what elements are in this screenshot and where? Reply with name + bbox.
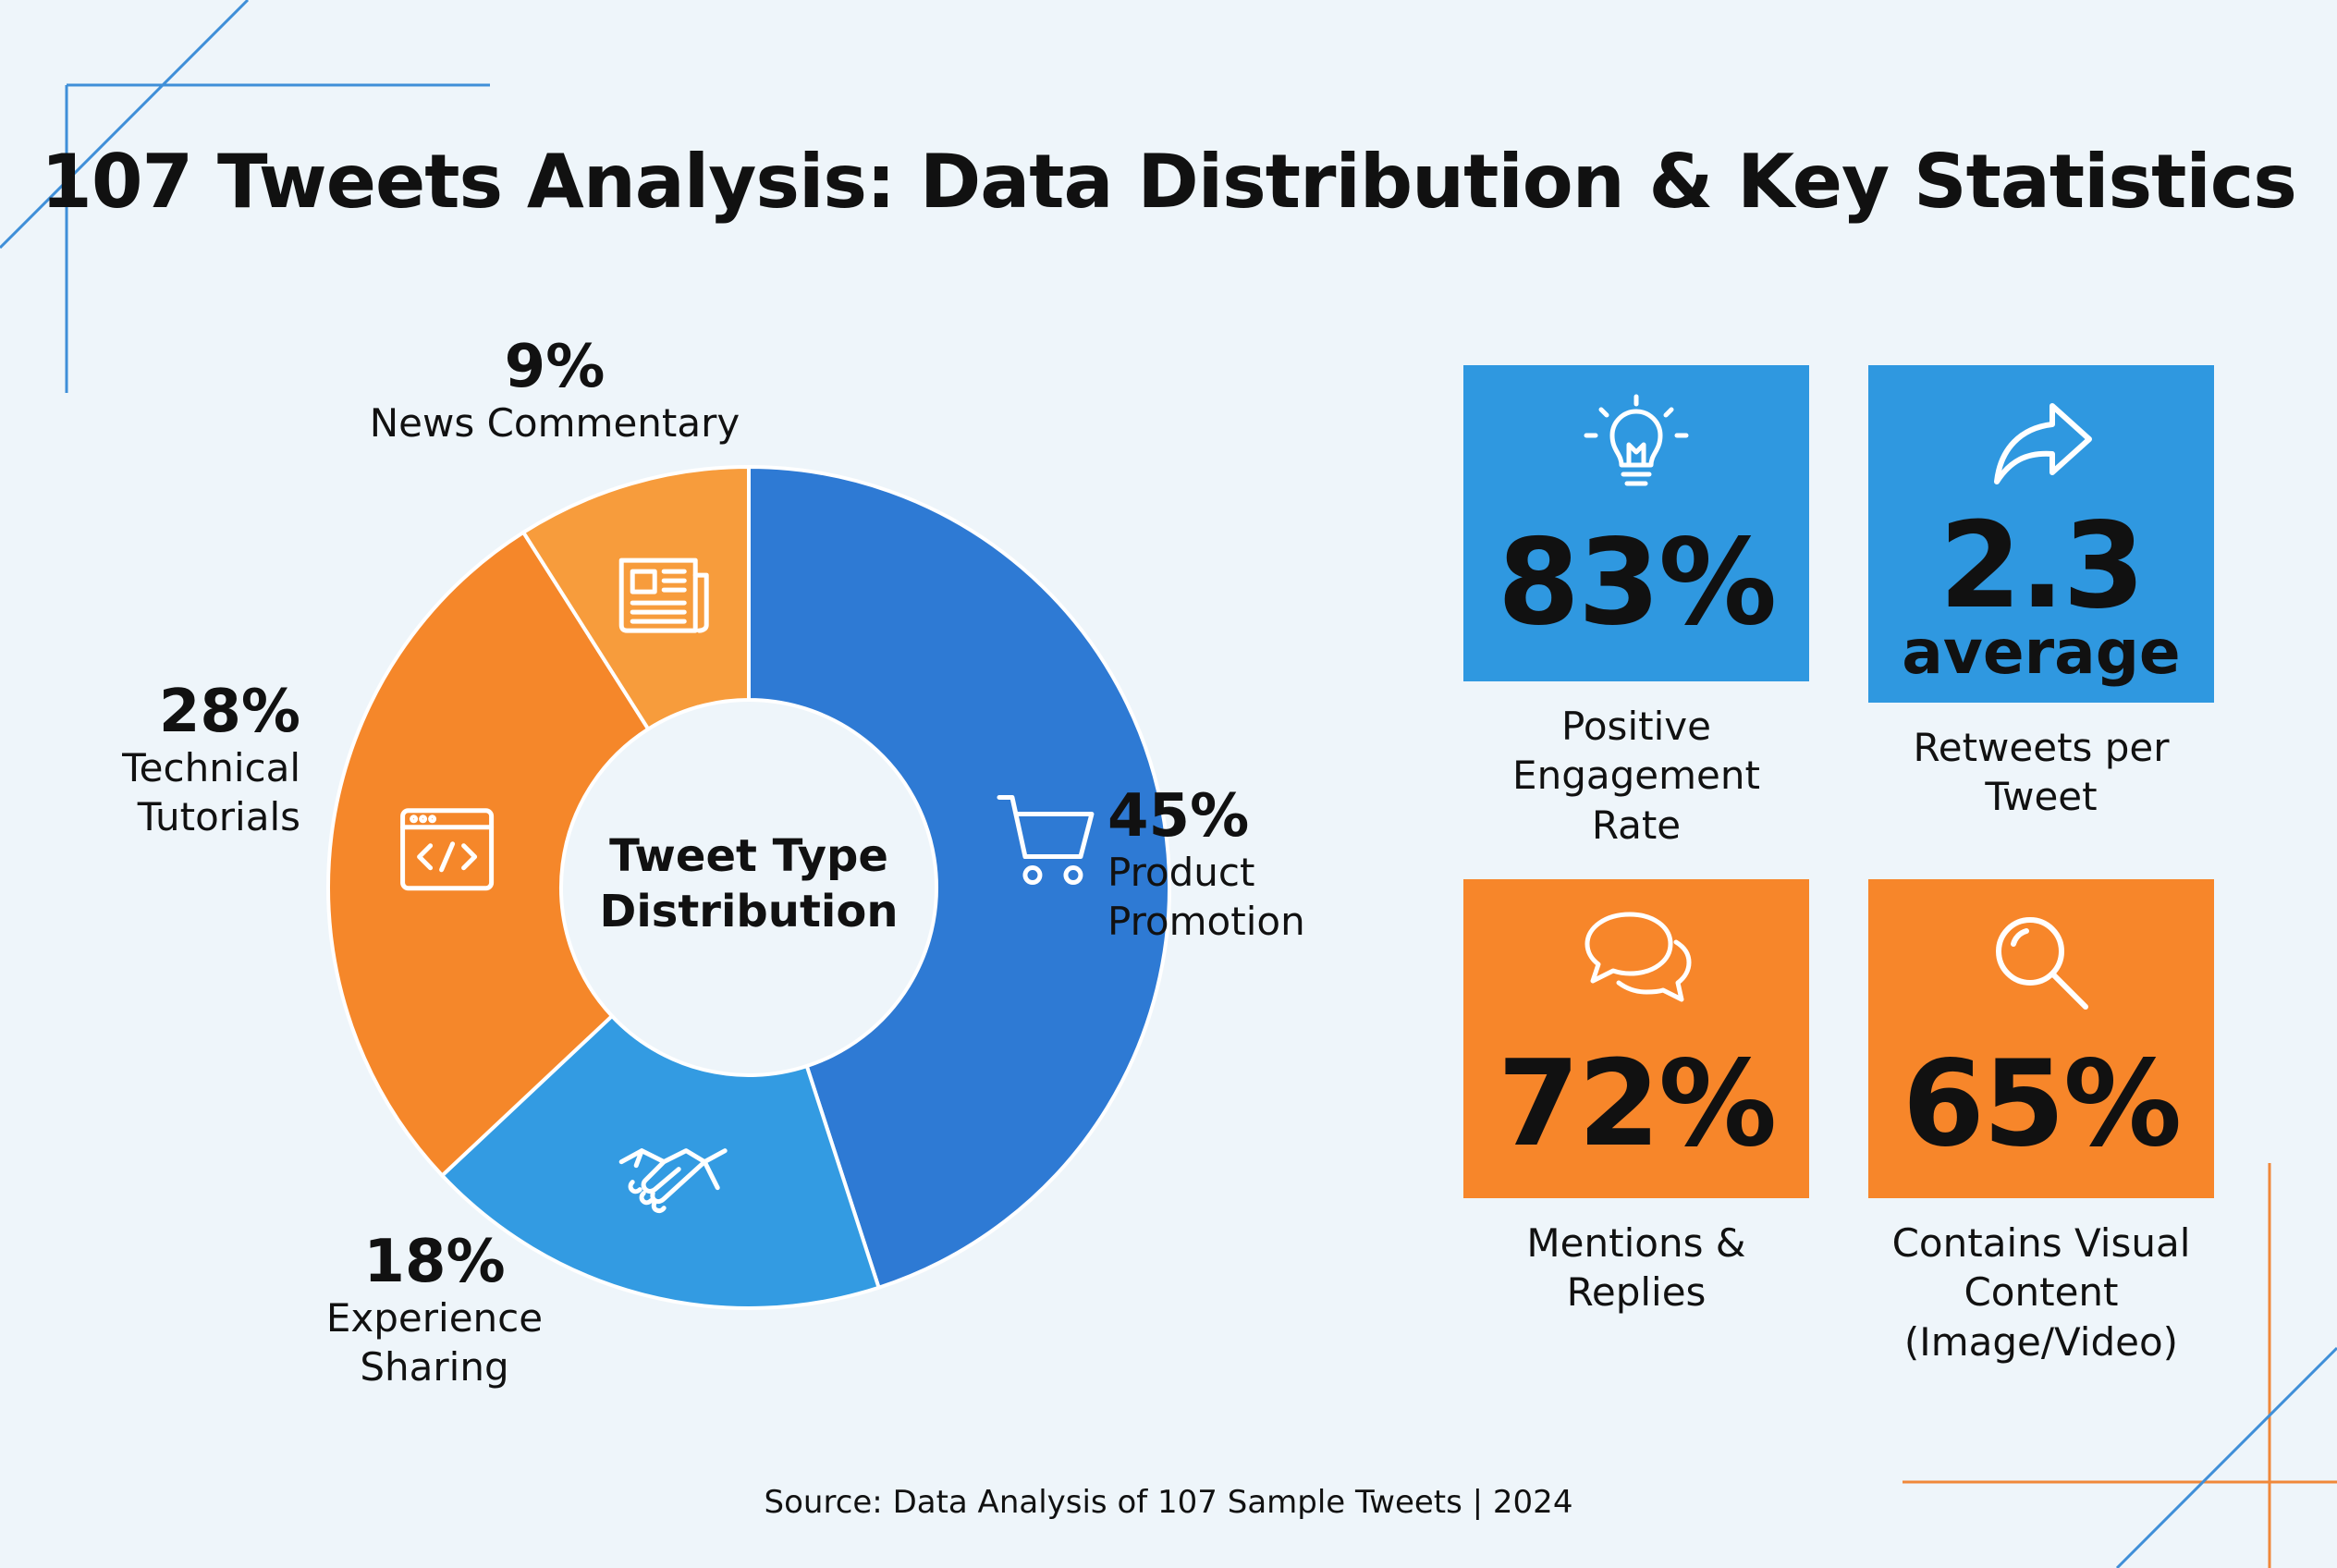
stat-value: 72% — [1497, 1035, 1777, 1173]
magnifier-icon — [1996, 917, 2088, 1010]
slice-category-line: News Commentary — [369, 400, 740, 447]
stat-value: 83% — [1497, 514, 1777, 652]
chat-bubbles-icon — [1585, 912, 1692, 1002]
stat-label: Retweets per Tweet — [1856, 723, 2226, 822]
stat-label-line: Content — [1964, 1269, 2119, 1316]
slice-pct: 9% — [504, 333, 606, 401]
stat-label-line: Positive — [1561, 704, 1711, 749]
donut-slice-product-promotion — [747, 464, 1171, 1291]
stat-label: Positive Engagement Rate — [1451, 702, 1821, 850]
slice-category-line: Promotion — [1107, 898, 1305, 944]
stat-label-line: Engagement — [1512, 753, 1760, 799]
handshake-icon — [618, 1148, 728, 1214]
donut-slice-news-commentary — [520, 464, 751, 732]
stat-label-line: Mentions & — [1526, 1220, 1746, 1266]
stat-card-engagement: 83% Positive Engagement Rate — [1463, 365, 1809, 850]
stat-label-line: (Image/Video) — [1903, 1318, 2179, 1365]
stat-label: Mentions & Replies — [1451, 1219, 1821, 1317]
stat-card-visual-content: 65% Contains Visual Content (Image/Video… — [1868, 879, 2214, 1366]
slice-pct: 18% — [363, 1228, 506, 1296]
stat-label: Contains Visual Content (Image/Video) — [1856, 1219, 2226, 1366]
stat-label-line: Contains Visual — [1891, 1220, 2191, 1266]
donut-center-label: Distribution — [599, 886, 898, 937]
stat-card-box: 83% — [1463, 365, 1809, 681]
stat-card-mentions: 72% Mentions & Replies — [1463, 879, 1809, 1317]
stat-card-box: 2.3 average — [1868, 365, 2214, 703]
code-window-icon — [400, 808, 495, 891]
donut-center-label: Tweet Type — [609, 830, 888, 882]
slice-category-line: Sharing — [360, 1343, 509, 1390]
source-note: Source: Data Analysis of 107 Sample Twee… — [764, 1484, 1573, 1521]
page-title: 107 Tweets Analysis: Data Distribution &… — [41, 139, 2297, 225]
stat-label-line: Retweets per — [1913, 725, 2170, 770]
slice-label-experience-sharing: 18% Experience Sharing — [282, 1230, 587, 1391]
stat-value: 65% — [1902, 1035, 2182, 1173]
slice-category-line: Experience — [325, 1295, 544, 1341]
slice-category-line: Technical — [122, 745, 300, 791]
stat-sub: average — [1902, 617, 2181, 688]
slice-label-product-promotion: 45% Product Promotion — [1107, 784, 1305, 946]
lightbulb-icon — [1584, 394, 1689, 486]
stat-label-line: Tweet — [1985, 774, 2098, 820]
slice-pct: 45% — [1107, 782, 1250, 851]
stat-value: 2.3 — [1939, 497, 2146, 635]
stat-card-box: 72% — [1463, 879, 1809, 1198]
slice-label-technical-tutorials: 28% Technical Tutorials — [83, 680, 300, 841]
slice-category-line: Tutorials — [137, 793, 300, 839]
stat-card-retweets: 2.3 average Retweets per Tweet — [1868, 365, 2214, 822]
slice-category-line: Product — [1107, 850, 1255, 896]
stat-card-box: 65% — [1868, 879, 2214, 1198]
donut-slice-technical-tutorials — [326, 530, 651, 1179]
slice-label-news-commentary: 9% News Commentary — [324, 335, 786, 448]
slice-pct: 28% — [158, 678, 300, 746]
stat-label-line: Replies — [1566, 1269, 1707, 1316]
newspaper-icon — [618, 557, 709, 633]
share-arrow-icon — [1994, 403, 2092, 484]
stat-label-line: Rate — [1591, 802, 1682, 848]
shopping-cart-icon — [997, 795, 1095, 886]
